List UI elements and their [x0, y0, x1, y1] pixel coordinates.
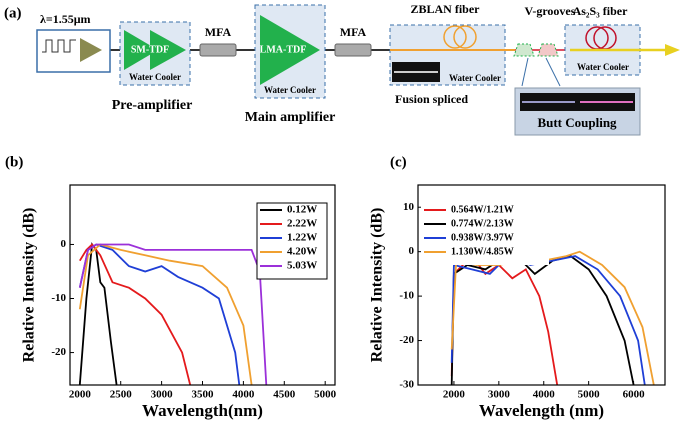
- amp: [150, 30, 186, 70]
- x-tick-label: 4000: [533, 389, 556, 401]
- x-tick-label: 5000: [314, 389, 337, 401]
- x-tick-label: 2500: [110, 389, 133, 401]
- splice-label: Fusion spliced: [395, 92, 468, 106]
- legend-box: [421, 203, 549, 265]
- seed-amp: [80, 38, 102, 62]
- series-line: [450, 255, 635, 386]
- x-axis-label: Wavelength(nm): [142, 401, 263, 420]
- legend-label: 2.22W: [287, 218, 317, 230]
- legend-label: 0.12W: [287, 204, 317, 216]
- butt-label: Butt Coupling: [537, 115, 617, 130]
- pointer: [545, 57, 561, 87]
- fiber-label: SM-TDF: [131, 44, 169, 55]
- plot-frame: [417, 184, 666, 386]
- seed-label: λ=1.55μm: [40, 12, 91, 26]
- y-axis-label: Relative Intensity (dB): [21, 208, 38, 363]
- arrow: [665, 44, 680, 56]
- zblan-box: [389, 24, 506, 86]
- x-axis-label: Wavelength (nm): [479, 401, 604, 420]
- plot-frame: [69, 184, 336, 386]
- series-line: [78, 243, 241, 386]
- y-tick-label: -20: [51, 346, 66, 358]
- fiber-label: As₂S₃ fiber: [573, 4, 629, 18]
- stage-label: Main amplifier: [245, 110, 336, 125]
- y-tick-label: -20: [399, 334, 414, 346]
- y-tick-label: -30: [399, 379, 414, 391]
- pulse: [42, 39, 76, 53]
- x-tick-label: 3000: [151, 389, 174, 401]
- panel-label: (c): [390, 154, 407, 170]
- x-tick-label: 3500: [192, 389, 215, 401]
- x-tick-label: 4500: [273, 389, 296, 401]
- fiber-label: ZBLAN fiber: [411, 2, 481, 16]
- legend-label: 1.130W/4.85W: [451, 246, 514, 257]
- mfa-label: MFA: [205, 25, 232, 39]
- v-groove: [513, 43, 535, 57]
- fiber-label: LMA-TDF: [260, 44, 307, 55]
- mfa: [199, 43, 237, 57]
- x-tick-label: 5000: [578, 389, 601, 401]
- panel-label: (b): [5, 154, 23, 170]
- stage-label: Pre-amplifier: [112, 98, 193, 113]
- series-line: [450, 254, 559, 386]
- legend-label: 4.20W: [287, 246, 317, 258]
- amp: [260, 15, 320, 85]
- butt-photo: [520, 93, 635, 111]
- cooler-label: Water Cooler: [264, 85, 316, 95]
- x-tick-label: 2000: [443, 389, 466, 401]
- panel-label: (a): [4, 5, 22, 21]
- y-tick-label: 0: [61, 238, 67, 250]
- legend-label: 5.03W: [287, 260, 317, 272]
- series-line: [79, 243, 192, 386]
- x-tick-label: 2000: [69, 389, 92, 401]
- series-line: [78, 243, 268, 386]
- legend-label: 0.564W/1.21W: [451, 204, 514, 215]
- legend-label: 1.22W: [287, 232, 317, 244]
- y-tick-label: 10: [403, 201, 415, 213]
- series-line: [78, 242, 118, 386]
- mfa: [334, 43, 372, 57]
- x-tick-label: 3000: [488, 389, 511, 401]
- y-tick-label: -10: [51, 292, 66, 304]
- legend-label: 0.938W/3.97W: [451, 232, 514, 243]
- cooler-label: Water Cooler: [449, 73, 501, 83]
- y-axis-label: Relative Intensity (dB): [369, 208, 386, 363]
- y-tick-label: 0: [409, 245, 415, 257]
- vgroove-label: V-grooves: [525, 4, 576, 18]
- coil: [443, 25, 467, 49]
- cooler-label: Water Cooler: [577, 62, 629, 72]
- y-tick-label: -10: [399, 290, 414, 302]
- x-tick-label: 6000: [623, 389, 646, 401]
- legend-label: 0.774W/2.13W: [451, 218, 514, 229]
- mfa-label: MFA: [340, 25, 367, 39]
- x-tick-label: 4000: [232, 389, 255, 401]
- series-line: [78, 243, 253, 386]
- schematic: (a) λ=1.55μm SM-TDF Water Cooler Pre-amp…: [4, 2, 680, 136]
- coil: [453, 25, 477, 49]
- v-groove: [537, 43, 559, 57]
- amp: [124, 30, 158, 70]
- pointer: [521, 57, 529, 87]
- cooler-label: Water Cooler: [129, 72, 181, 82]
